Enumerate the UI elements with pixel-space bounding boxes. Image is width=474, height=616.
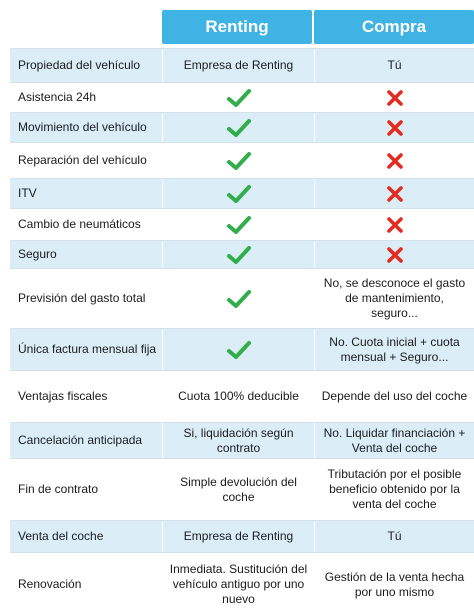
row-label: Movimiento del vehículo (18, 120, 147, 134)
check-icon (226, 151, 251, 171)
cross-icon (386, 152, 404, 170)
header-renting-label: Renting (205, 17, 269, 36)
check-icon (226, 289, 251, 309)
row-label: Asistencia 24h (18, 90, 97, 104)
renting-cell (162, 83, 314, 112)
cross-icon (386, 216, 404, 234)
check-icon (226, 340, 251, 360)
renting-cell (162, 329, 314, 370)
cross-icon (386, 119, 404, 137)
compra-cell (314, 83, 474, 112)
table-row: Propiedad del vehículo Empresa de Renting… (10, 48, 474, 82)
compra-cell: Tú (314, 521, 474, 552)
compra-cell (314, 179, 474, 208)
cross-icon (386, 185, 404, 203)
header-renting: Renting (162, 10, 312, 44)
table-row: Asistencia 24h (10, 82, 474, 112)
check-icon (226, 184, 251, 204)
row-label: Renovación (18, 577, 82, 591)
renting-cell (162, 269, 314, 328)
table-row: Renovación Inmediata. Sustitución del veh… (10, 552, 474, 616)
renting-cell (162, 113, 314, 142)
compra-cell: Tú (314, 49, 474, 82)
compra-cell: No. Cuota inicial + cuota mensual + Segu… (314, 329, 474, 370)
row-label: Propiedad del vehículo (18, 58, 141, 72)
check-icon (226, 245, 251, 265)
row-label: Única factura mensual fija (18, 342, 157, 356)
table-row: Cambio de neumáticos (10, 208, 474, 240)
table-row: Seguro (10, 240, 474, 268)
row-label: Venta del coche (18, 529, 104, 543)
renting-cell: Simple devolución del coche (162, 459, 314, 520)
compra-cell: No, se desconoce el gasto de mantenimien… (314, 269, 474, 328)
compra-cell: Tributación por el posible beneficio obt… (314, 459, 474, 520)
renting-cell (162, 179, 314, 208)
table-row: Fin de contrato Simple devolución del coc… (10, 458, 474, 520)
renting-cell: Inmediata. Sustitución del vehículo anti… (162, 553, 314, 616)
compra-cell (314, 143, 474, 178)
check-icon (226, 118, 251, 138)
cross-icon (386, 89, 404, 107)
check-icon (226, 88, 251, 108)
row-label: ITV (18, 186, 37, 200)
compra-cell (314, 209, 474, 240)
table-row: ITV (10, 178, 474, 208)
compra-cell (314, 113, 474, 142)
renting-cell (162, 241, 314, 268)
compra-cell: Gestión de la venta hecha por uno mismo (314, 553, 474, 616)
renting-cell (162, 209, 314, 240)
table-row: Movimiento del vehículo (10, 112, 474, 142)
header-compra: Compra (314, 10, 474, 44)
renting-cell: Empresa de Renting (162, 521, 314, 552)
check-icon (226, 215, 251, 235)
compra-cell: No. Liquidar financiación + Venta del co… (314, 423, 474, 458)
table-row: Ventajas fiscales Cuota 100% deducible Dep… (10, 370, 474, 422)
table-row: Cancelación anticipada Si, liquidación se… (10, 422, 474, 458)
table-row: Única factura mensual fija No. Cuota inic… (10, 328, 474, 370)
row-label: Seguro (18, 247, 57, 261)
compra-cell (314, 241, 474, 268)
renting-cell: Empresa de Renting (162, 49, 314, 82)
renting-cell (162, 143, 314, 178)
header-compra-label: Compra (361, 17, 427, 36)
cross-icon (386, 246, 404, 264)
renting-cell: Cuota 100% deducible (162, 371, 314, 422)
table-row: Reparación del vehículo (10, 142, 474, 178)
compra-cell: Depende del uso del coche (314, 371, 474, 422)
renting-cell: Si, liquidación según contrato (162, 423, 314, 458)
table-row: Previsión del gasto total No, se desconoc… (10, 268, 474, 328)
table-row: Venta del coche Empresa de Renting Tú (10, 520, 474, 552)
row-label: Fin de contrato (18, 482, 99, 496)
row-label: Cambio de neumáticos (18, 217, 141, 231)
row-label: Cancelación anticipada (18, 433, 143, 447)
row-label: Previsión del gasto total (18, 291, 146, 305)
row-label: Ventajas fiscales (18, 389, 108, 403)
row-label: Reparación del vehículo (18, 153, 147, 167)
